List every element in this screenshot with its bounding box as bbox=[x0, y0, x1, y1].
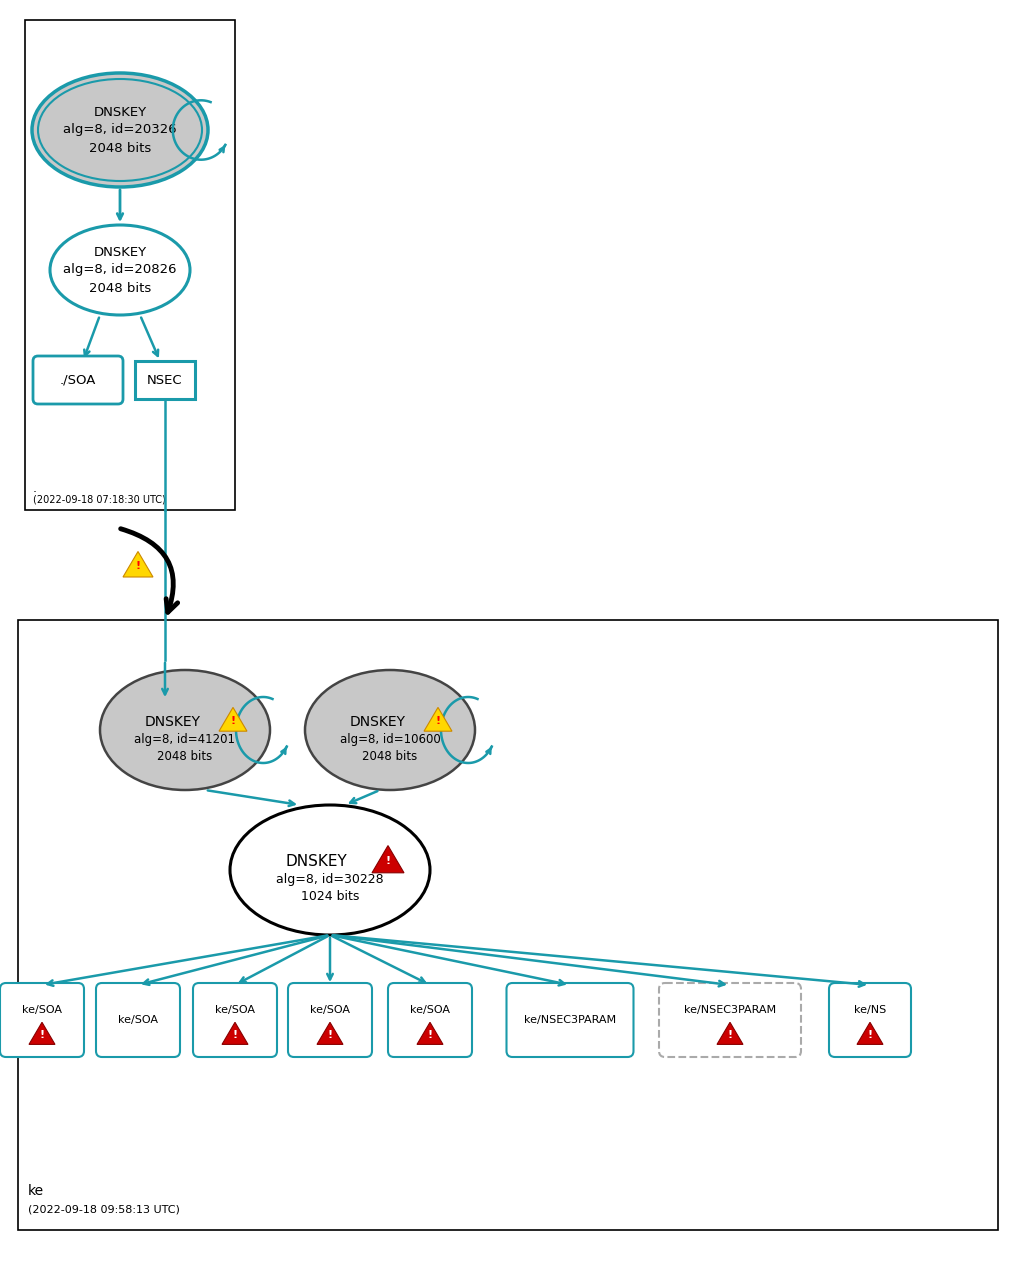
Polygon shape bbox=[29, 1023, 55, 1044]
Text: ke/NSEC3PARAM: ke/NSEC3PARAM bbox=[684, 1005, 775, 1015]
Text: ke: ke bbox=[28, 1184, 44, 1198]
Text: (2022-09-18 07:18:30 UTC): (2022-09-18 07:18:30 UTC) bbox=[33, 494, 166, 504]
FancyBboxPatch shape bbox=[0, 982, 84, 1057]
Text: ke/NS: ke/NS bbox=[853, 1005, 886, 1015]
Polygon shape bbox=[417, 1023, 442, 1044]
FancyBboxPatch shape bbox=[506, 982, 633, 1057]
Polygon shape bbox=[372, 846, 404, 872]
Text: DNSKEY: DNSKEY bbox=[285, 855, 346, 870]
Polygon shape bbox=[317, 1023, 342, 1044]
Text: ke/SOA: ke/SOA bbox=[310, 1005, 350, 1015]
FancyBboxPatch shape bbox=[25, 20, 234, 510]
FancyBboxPatch shape bbox=[96, 982, 179, 1057]
Text: .: . bbox=[33, 482, 37, 495]
Text: ./SOA: ./SOA bbox=[60, 373, 96, 386]
Text: DNSKEY: DNSKEY bbox=[350, 715, 406, 729]
Polygon shape bbox=[219, 708, 247, 732]
FancyBboxPatch shape bbox=[193, 982, 277, 1057]
Text: NSEC: NSEC bbox=[147, 373, 182, 386]
Text: !: ! bbox=[727, 1029, 732, 1039]
Polygon shape bbox=[856, 1023, 882, 1044]
FancyBboxPatch shape bbox=[387, 982, 472, 1057]
Ellipse shape bbox=[32, 73, 208, 187]
Ellipse shape bbox=[100, 670, 270, 790]
Text: !: ! bbox=[40, 1029, 45, 1039]
FancyBboxPatch shape bbox=[33, 356, 123, 404]
FancyBboxPatch shape bbox=[287, 982, 372, 1057]
Text: !: ! bbox=[232, 1029, 237, 1039]
Text: alg=8, id=30228
1024 bits: alg=8, id=30228 1024 bits bbox=[276, 874, 383, 903]
Text: alg=8, id=41201
2048 bits: alg=8, id=41201 2048 bits bbox=[135, 733, 235, 763]
Text: ke/SOA: ke/SOA bbox=[410, 1005, 449, 1015]
Text: !: ! bbox=[435, 715, 440, 725]
Text: DNSKEY
alg=8, id=20326
2048 bits: DNSKEY alg=8, id=20326 2048 bits bbox=[63, 105, 176, 154]
Text: ke/SOA: ke/SOA bbox=[118, 1015, 158, 1025]
Text: DNSKEY
alg=8, id=20826
2048 bits: DNSKEY alg=8, id=20826 2048 bits bbox=[63, 246, 176, 295]
Text: ke/SOA: ke/SOA bbox=[22, 1005, 62, 1015]
FancyArrowPatch shape bbox=[120, 529, 177, 613]
FancyBboxPatch shape bbox=[828, 982, 910, 1057]
Polygon shape bbox=[424, 708, 451, 732]
FancyBboxPatch shape bbox=[18, 620, 997, 1231]
Ellipse shape bbox=[50, 225, 190, 315]
Text: !: ! bbox=[136, 561, 141, 571]
Polygon shape bbox=[222, 1023, 248, 1044]
Text: (2022-09-18 09:58:13 UTC): (2022-09-18 09:58:13 UTC) bbox=[28, 1204, 179, 1214]
Polygon shape bbox=[716, 1023, 742, 1044]
Text: !: ! bbox=[427, 1029, 432, 1039]
FancyBboxPatch shape bbox=[135, 361, 195, 399]
Polygon shape bbox=[123, 552, 153, 577]
Text: !: ! bbox=[230, 715, 235, 725]
Text: DNSKEY: DNSKEY bbox=[145, 715, 201, 729]
Text: ke/SOA: ke/SOA bbox=[215, 1005, 255, 1015]
Text: ke/NSEC3PARAM: ke/NSEC3PARAM bbox=[524, 1015, 615, 1025]
Ellipse shape bbox=[305, 670, 475, 790]
Ellipse shape bbox=[38, 78, 202, 181]
Ellipse shape bbox=[229, 805, 430, 936]
Text: !: ! bbox=[385, 856, 390, 866]
Text: alg=8, id=10600
2048 bits: alg=8, id=10600 2048 bits bbox=[339, 733, 440, 763]
Text: !: ! bbox=[327, 1029, 332, 1039]
Text: !: ! bbox=[866, 1029, 871, 1039]
FancyBboxPatch shape bbox=[658, 982, 800, 1057]
